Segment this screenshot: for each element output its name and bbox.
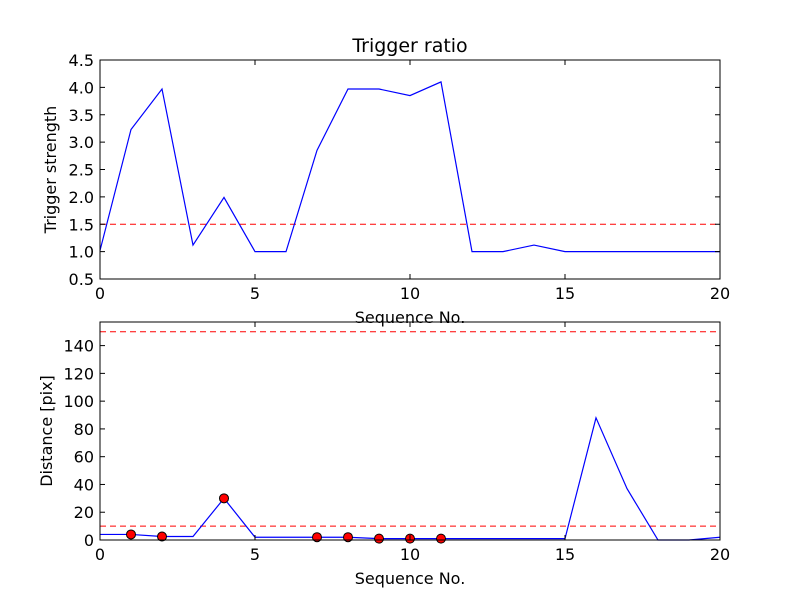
chart-title: Trigger ratio [351, 35, 467, 57]
data-point-marker [219, 493, 229, 504]
y-axis-label: Trigger strength [41, 106, 60, 235]
x-tick-label: 10 [400, 284, 420, 303]
x-tick-label: 10 [400, 545, 420, 564]
y-tick-label: 40 [74, 475, 94, 494]
y-tick-label: 1.0 [69, 243, 94, 262]
data-point-marker [343, 532, 353, 543]
top-chart: 0 5 10 15 20 0.5 1.0 1.5 2.0 2.5 3.0 3.5 4.0 4.5 Trigg… [41, 35, 730, 327]
bottom-chart: 0 5 10 15 20 0 20 40 60 80 100 120 140 Sequence No. Di… [37, 321, 730, 588]
x-tick-label: 0 [95, 545, 105, 564]
x-tick-label: 0 [95, 284, 105, 303]
y-tick-label: 80 [74, 420, 94, 439]
y-tick-label: 4.0 [69, 78, 94, 97]
x-tick-label: 5 [250, 545, 260, 564]
data-point-marker [312, 532, 322, 543]
x-tick-label: 5 [250, 284, 260, 303]
x-tick-label: 20 [710, 284, 730, 303]
y-tick-label: 2.0 [69, 188, 94, 207]
y-axis-label: Distance [pix] [37, 375, 56, 487]
x-tick-label: 15 [555, 284, 575, 303]
x-axis-label: Sequence No. [355, 569, 466, 588]
y-tick-label: 140 [63, 337, 94, 356]
data-point-marker [157, 531, 167, 542]
data-point-marker [126, 529, 136, 540]
y-tick-label: 100 [63, 392, 94, 411]
x-tick-label: 20 [710, 545, 730, 564]
data-point-marker [436, 533, 446, 544]
y-tick-label: 20 [74, 503, 94, 522]
y-tick-label: 120 [63, 364, 94, 383]
y-tick-label: 1.5 [69, 215, 94, 234]
y-tick-label: 0 [84, 531, 94, 550]
y-tick-label: 2.5 [69, 161, 94, 180]
y-tick-label: 4.5 [69, 51, 94, 70]
series-line [99, 81, 720, 253]
y-tick-label: 60 [74, 448, 94, 467]
y-tick-label: 3.5 [69, 106, 94, 125]
y-tick-label: 0.5 [69, 270, 94, 289]
x-tick-label: 15 [555, 545, 575, 564]
y-tick-label: 3.0 [69, 133, 94, 152]
data-point-marker [374, 533, 384, 544]
